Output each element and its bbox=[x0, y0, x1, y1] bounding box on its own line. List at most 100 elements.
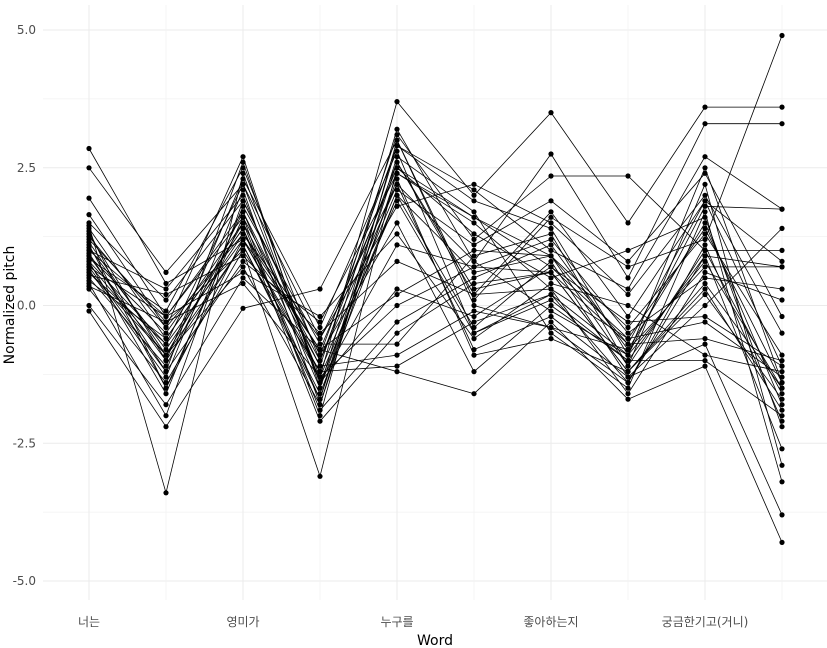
data-point bbox=[625, 302, 631, 309]
data-point bbox=[779, 352, 785, 358]
data-point bbox=[240, 203, 246, 209]
data-point bbox=[625, 369, 631, 375]
data-point bbox=[163, 374, 169, 380]
data-point bbox=[394, 319, 400, 325]
data-point bbox=[702, 214, 708, 220]
y-tick-label: -5.0 bbox=[13, 574, 36, 588]
data-point bbox=[163, 313, 169, 320]
data-point bbox=[625, 220, 631, 226]
data-point bbox=[548, 319, 554, 325]
data-point bbox=[779, 247, 785, 253]
data-point bbox=[163, 297, 169, 303]
data-point bbox=[240, 236, 246, 242]
series-line bbox=[88, 194, 783, 395]
data-point bbox=[471, 214, 477, 220]
x-tick-label: 영미가 bbox=[226, 615, 259, 629]
data-point bbox=[317, 391, 323, 397]
data-point bbox=[86, 234, 92, 240]
data-point bbox=[317, 313, 323, 320]
data-point bbox=[779, 512, 785, 518]
series-line bbox=[88, 172, 783, 406]
data-point bbox=[240, 209, 246, 215]
series-line bbox=[88, 277, 783, 543]
x-axis-title: Word bbox=[417, 633, 453, 648]
data-point bbox=[394, 352, 400, 358]
data-point bbox=[317, 374, 323, 380]
data-point bbox=[625, 385, 631, 391]
series-line bbox=[88, 148, 783, 367]
data-point bbox=[471, 253, 477, 259]
data-point bbox=[702, 154, 708, 160]
data-point bbox=[779, 418, 785, 424]
data-point bbox=[548, 324, 554, 331]
x-tick-labels: 너는 영미가 누구를 좋아하는지 궁금한기고(거니) bbox=[78, 615, 748, 629]
x-tick-label: 궁금한기고(거니) bbox=[662, 615, 749, 629]
data-point bbox=[779, 363, 785, 369]
data-point bbox=[625, 396, 631, 402]
series-line bbox=[88, 145, 783, 400]
data-point bbox=[779, 369, 785, 375]
data-point bbox=[394, 159, 400, 165]
data-point bbox=[394, 143, 400, 149]
data-point bbox=[702, 313, 708, 320]
data-point bbox=[394, 220, 400, 226]
data-point bbox=[702, 242, 708, 248]
data-point bbox=[779, 539, 785, 546]
data-point bbox=[702, 269, 708, 275]
x-tick-label: 너는 bbox=[78, 615, 100, 629]
data-point bbox=[317, 358, 323, 364]
y-tick-labels: 5.0 2.5 0.0 -2.5 -5.0 bbox=[13, 23, 36, 588]
data-point bbox=[394, 302, 400, 309]
data-point bbox=[394, 148, 400, 154]
data-point bbox=[702, 231, 708, 237]
series-lines bbox=[88, 35, 783, 543]
data-point bbox=[548, 302, 554, 309]
data-point bbox=[779, 32, 785, 39]
data-point bbox=[394, 198, 400, 204]
data-point bbox=[86, 269, 92, 275]
data-point bbox=[548, 308, 554, 314]
data-point bbox=[779, 297, 785, 303]
data-point bbox=[702, 264, 708, 270]
data-point bbox=[548, 225, 554, 231]
data-point bbox=[625, 173, 631, 179]
data-point bbox=[163, 369, 169, 375]
data-point bbox=[779, 402, 785, 408]
data-point bbox=[625, 258, 631, 264]
data-point bbox=[779, 225, 785, 231]
data-point bbox=[394, 165, 400, 171]
data-point bbox=[702, 165, 708, 171]
data-point bbox=[702, 220, 708, 226]
data-point bbox=[779, 479, 785, 485]
series-line bbox=[88, 200, 783, 334]
data-point bbox=[240, 165, 246, 171]
data-point bbox=[471, 347, 477, 353]
data-point bbox=[702, 192, 708, 198]
data-point bbox=[779, 286, 785, 292]
data-point bbox=[625, 341, 631, 347]
data-point bbox=[394, 286, 400, 292]
data-point bbox=[317, 402, 323, 408]
data-point bbox=[702, 181, 708, 187]
data-point bbox=[240, 275, 246, 281]
data-point bbox=[702, 236, 708, 242]
data-point bbox=[548, 275, 554, 281]
data-point bbox=[471, 297, 477, 303]
data-point bbox=[471, 330, 477, 336]
data-point bbox=[240, 253, 246, 259]
data-point bbox=[471, 181, 477, 187]
data-point bbox=[779, 121, 785, 127]
data-point bbox=[548, 220, 554, 226]
data-point bbox=[471, 198, 477, 204]
data-point bbox=[702, 341, 708, 347]
data-point bbox=[317, 473, 323, 479]
data-point bbox=[163, 490, 169, 496]
data-point bbox=[317, 380, 323, 386]
data-point bbox=[471, 209, 477, 215]
data-point bbox=[163, 347, 169, 353]
data-point bbox=[548, 253, 554, 259]
data-point bbox=[702, 253, 708, 259]
data-point bbox=[471, 264, 477, 270]
data-point bbox=[625, 264, 631, 270]
series-points bbox=[86, 32, 785, 546]
